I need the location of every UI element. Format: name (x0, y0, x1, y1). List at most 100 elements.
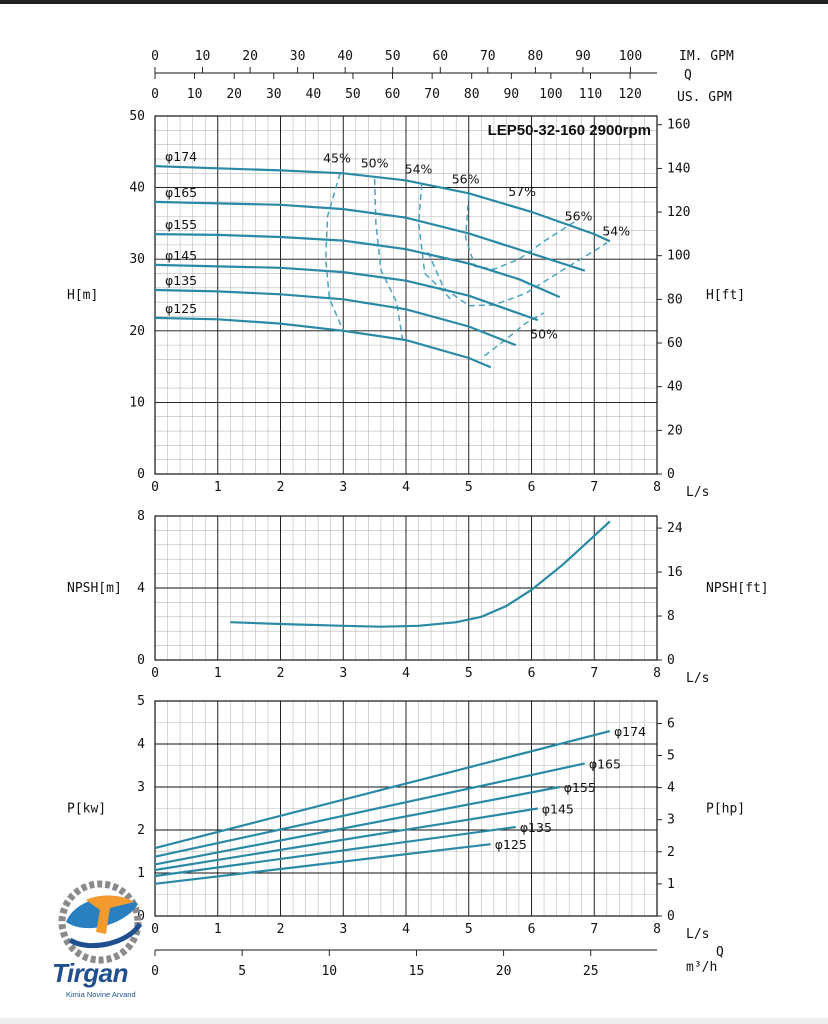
y-tick-label: 30 (129, 252, 145, 267)
series-curve (154, 316, 492, 369)
y-right-axis-label: NPSH[ft] (706, 581, 769, 596)
y-right-tick-label: 0 (667, 467, 675, 482)
series-curve (154, 807, 538, 872)
y-right-tick-label: 100 (667, 249, 690, 264)
x-tick-label: 7 (590, 922, 598, 937)
us-gpm-tick-label: 120 (618, 87, 641, 102)
m3h-tick-label: 5 (238, 964, 246, 979)
y-tick-label: 0 (137, 653, 145, 668)
imp-gpm-tick-label: 40 (337, 49, 353, 64)
bottom-axes: 0 5 10 15 20 25 Qm³/h (151, 945, 724, 979)
x-tick-label: 1 (214, 666, 222, 681)
x-tick-label: 4 (402, 666, 410, 681)
imp-gpm-tick-label: 20 (242, 49, 258, 64)
x-tick-label: 7 (590, 480, 598, 495)
y-tick-label: 3 (137, 780, 145, 795)
us-gpm-tick-label: 0 (151, 87, 159, 102)
x-tick-label: 6 (528, 480, 536, 495)
y-tick-label: 2 (137, 823, 145, 838)
x-tick-label: 6 (528, 922, 536, 937)
x-tick-label: 2 (277, 922, 285, 937)
imp-gpm-tick-label: 90 (575, 49, 591, 64)
plot-frame (154, 115, 658, 475)
x-tick-label: 0 (151, 480, 159, 495)
series-label: φ145 (165, 248, 197, 263)
y-axis-label: P[kw] (67, 802, 106, 817)
series-curve (154, 785, 560, 866)
top-q-label: Q (684, 68, 692, 83)
series-label: φ135 (520, 820, 552, 835)
x-axis-label: L/s (686, 485, 709, 500)
m3h-label: m³/h (686, 960, 717, 975)
us-gpm-tick-label: 60 (385, 87, 401, 102)
x-tick-label: 5 (465, 480, 473, 495)
y-tick-label: 0 (137, 467, 145, 482)
m3h-tick-label: 10 (321, 964, 337, 979)
efficiency-line (324, 173, 344, 332)
series-curve (154, 165, 611, 243)
efficiency-label: 54% (602, 224, 630, 239)
y-tick-label: 50 (129, 109, 145, 124)
y-tick-label: 20 (129, 324, 145, 339)
y-right-tick-label: 8 (667, 609, 675, 624)
y-right-tick-label: 6 (667, 716, 675, 731)
y-right-axis-label: H[ft] (706, 288, 745, 303)
plot-frame (154, 700, 658, 917)
series-curve (154, 288, 517, 347)
us-gpm-tick-label: 110 (579, 87, 602, 102)
y-right-tick-label: 20 (667, 423, 683, 438)
y-right-tick-label: 5 (667, 749, 675, 764)
imp-gpm-tick-label: 10 (195, 49, 211, 64)
efficiency-line (373, 178, 404, 342)
y-right-tick-label: 40 (667, 380, 683, 395)
x-tick-label: 3 (339, 480, 347, 495)
series-curve (154, 730, 611, 850)
x-tick-label: 1 (214, 922, 222, 937)
series-curve (154, 762, 586, 858)
imp-gpm-tick-label: 60 (432, 49, 448, 64)
y-right-tick-label: 16 (667, 565, 683, 580)
y-right-tick-label: 140 (667, 161, 690, 176)
y-right-tick-label: 160 (667, 118, 690, 133)
efficiency-line (417, 183, 454, 303)
series-label: φ165 (165, 185, 197, 200)
us-gpm-tick-label: 100 (539, 87, 562, 102)
chart-title: LEP50-32-160 2900rpm (488, 122, 651, 139)
x-tick-label: 8 (653, 480, 661, 495)
y-right-axis-label: P[hp] (706, 802, 745, 817)
x-tick-label: 1 (214, 480, 222, 495)
m3h-tick-label: 15 (409, 964, 425, 979)
series-label: φ174 (614, 724, 646, 739)
imp-gpm-tick-label: 30 (290, 49, 306, 64)
efficiency-label: 56% (452, 171, 480, 186)
m3h-tick-label: 25 (583, 964, 599, 979)
series-curve (154, 200, 586, 272)
plot-frame (154, 515, 658, 661)
imp-gpm-tick-label: 70 (480, 49, 496, 64)
efficiency-label: 54% (405, 161, 433, 176)
imp-gpm-tick-label: 80 (528, 49, 544, 64)
y-tick-label: 4 (137, 581, 145, 596)
imp-gpm-tick-label: 0 (151, 49, 159, 64)
series-label: φ135 (165, 273, 197, 288)
y-axis-label: NPSH[m] (67, 581, 122, 596)
us-gpm-label: US. GPM (677, 90, 732, 105)
us-gpm-tick-label: 80 (464, 87, 480, 102)
y-right-tick-label: 0 (667, 653, 675, 668)
y-tick-label: 5 (137, 694, 145, 709)
y-right-tick-label: 80 (667, 292, 683, 307)
efficiency-label: 45% (323, 151, 351, 166)
y-tick-label: 4 (137, 737, 145, 752)
series-label: φ165 (589, 756, 621, 771)
x-tick-label: 4 (402, 922, 410, 937)
bottom-border (0, 1018, 828, 1024)
y-right-tick-label: 2 (667, 845, 675, 860)
series-curve (154, 233, 561, 299)
y-right-tick-label: 4 (667, 781, 675, 796)
y-right-tick-label: 1 (667, 877, 675, 892)
y-tick-label: 1 (137, 866, 145, 881)
series-label: φ125 (495, 837, 527, 852)
x-tick-label: 4 (402, 480, 410, 495)
us-gpm-tick-label: 50 (345, 87, 361, 102)
